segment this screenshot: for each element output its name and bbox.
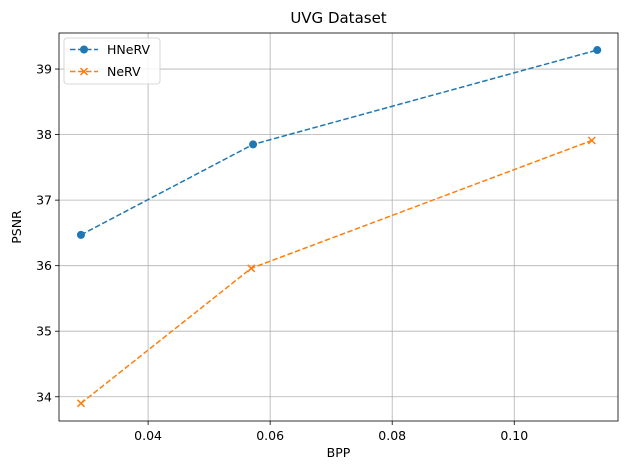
x-tick-label: 0.10	[500, 428, 528, 443]
series-line-nerv	[80, 139, 593, 404]
y-axis-label: PSNR	[9, 210, 24, 244]
y-tick-label: 39	[36, 62, 52, 77]
x-axis-label: BPP	[327, 445, 351, 460]
x-tick-label: 0.06	[256, 428, 284, 443]
legend: HNeRV NeRV	[63, 37, 161, 85]
grid-layer	[59, 33, 618, 421]
y-tick-label: 34	[36, 389, 52, 404]
data-point-nerv	[587, 136, 596, 145]
y-tick-label: 37	[36, 193, 52, 208]
series-layer	[76, 46, 602, 408]
legend-label-nerv: NeRV	[107, 64, 141, 79]
chart-title: UVG Dataset	[290, 9, 386, 27]
legend-marker-hnerv	[80, 45, 88, 54]
tick-layer: 0.04 0.06 0.08 0.10 34 35 36 37 38 39	[36, 62, 528, 443]
data-point-hnerv	[593, 46, 602, 55]
data-point-nerv	[76, 399, 85, 408]
y-tick-label: 35	[36, 324, 52, 339]
y-tick-label: 36	[36, 258, 52, 273]
x-tick-label: 0.04	[134, 428, 162, 443]
legend-label-hnerv: HNeRV	[107, 42, 150, 57]
y-tick-label: 38	[36, 127, 52, 142]
data-point-nerv	[247, 264, 256, 273]
x-tick-label: 0.08	[378, 428, 406, 443]
data-point-hnerv	[76, 230, 85, 239]
legend-marker-nerv	[79, 67, 89, 76]
data-point-hnerv	[249, 140, 258, 149]
plot-frame	[58, 32, 619, 422]
